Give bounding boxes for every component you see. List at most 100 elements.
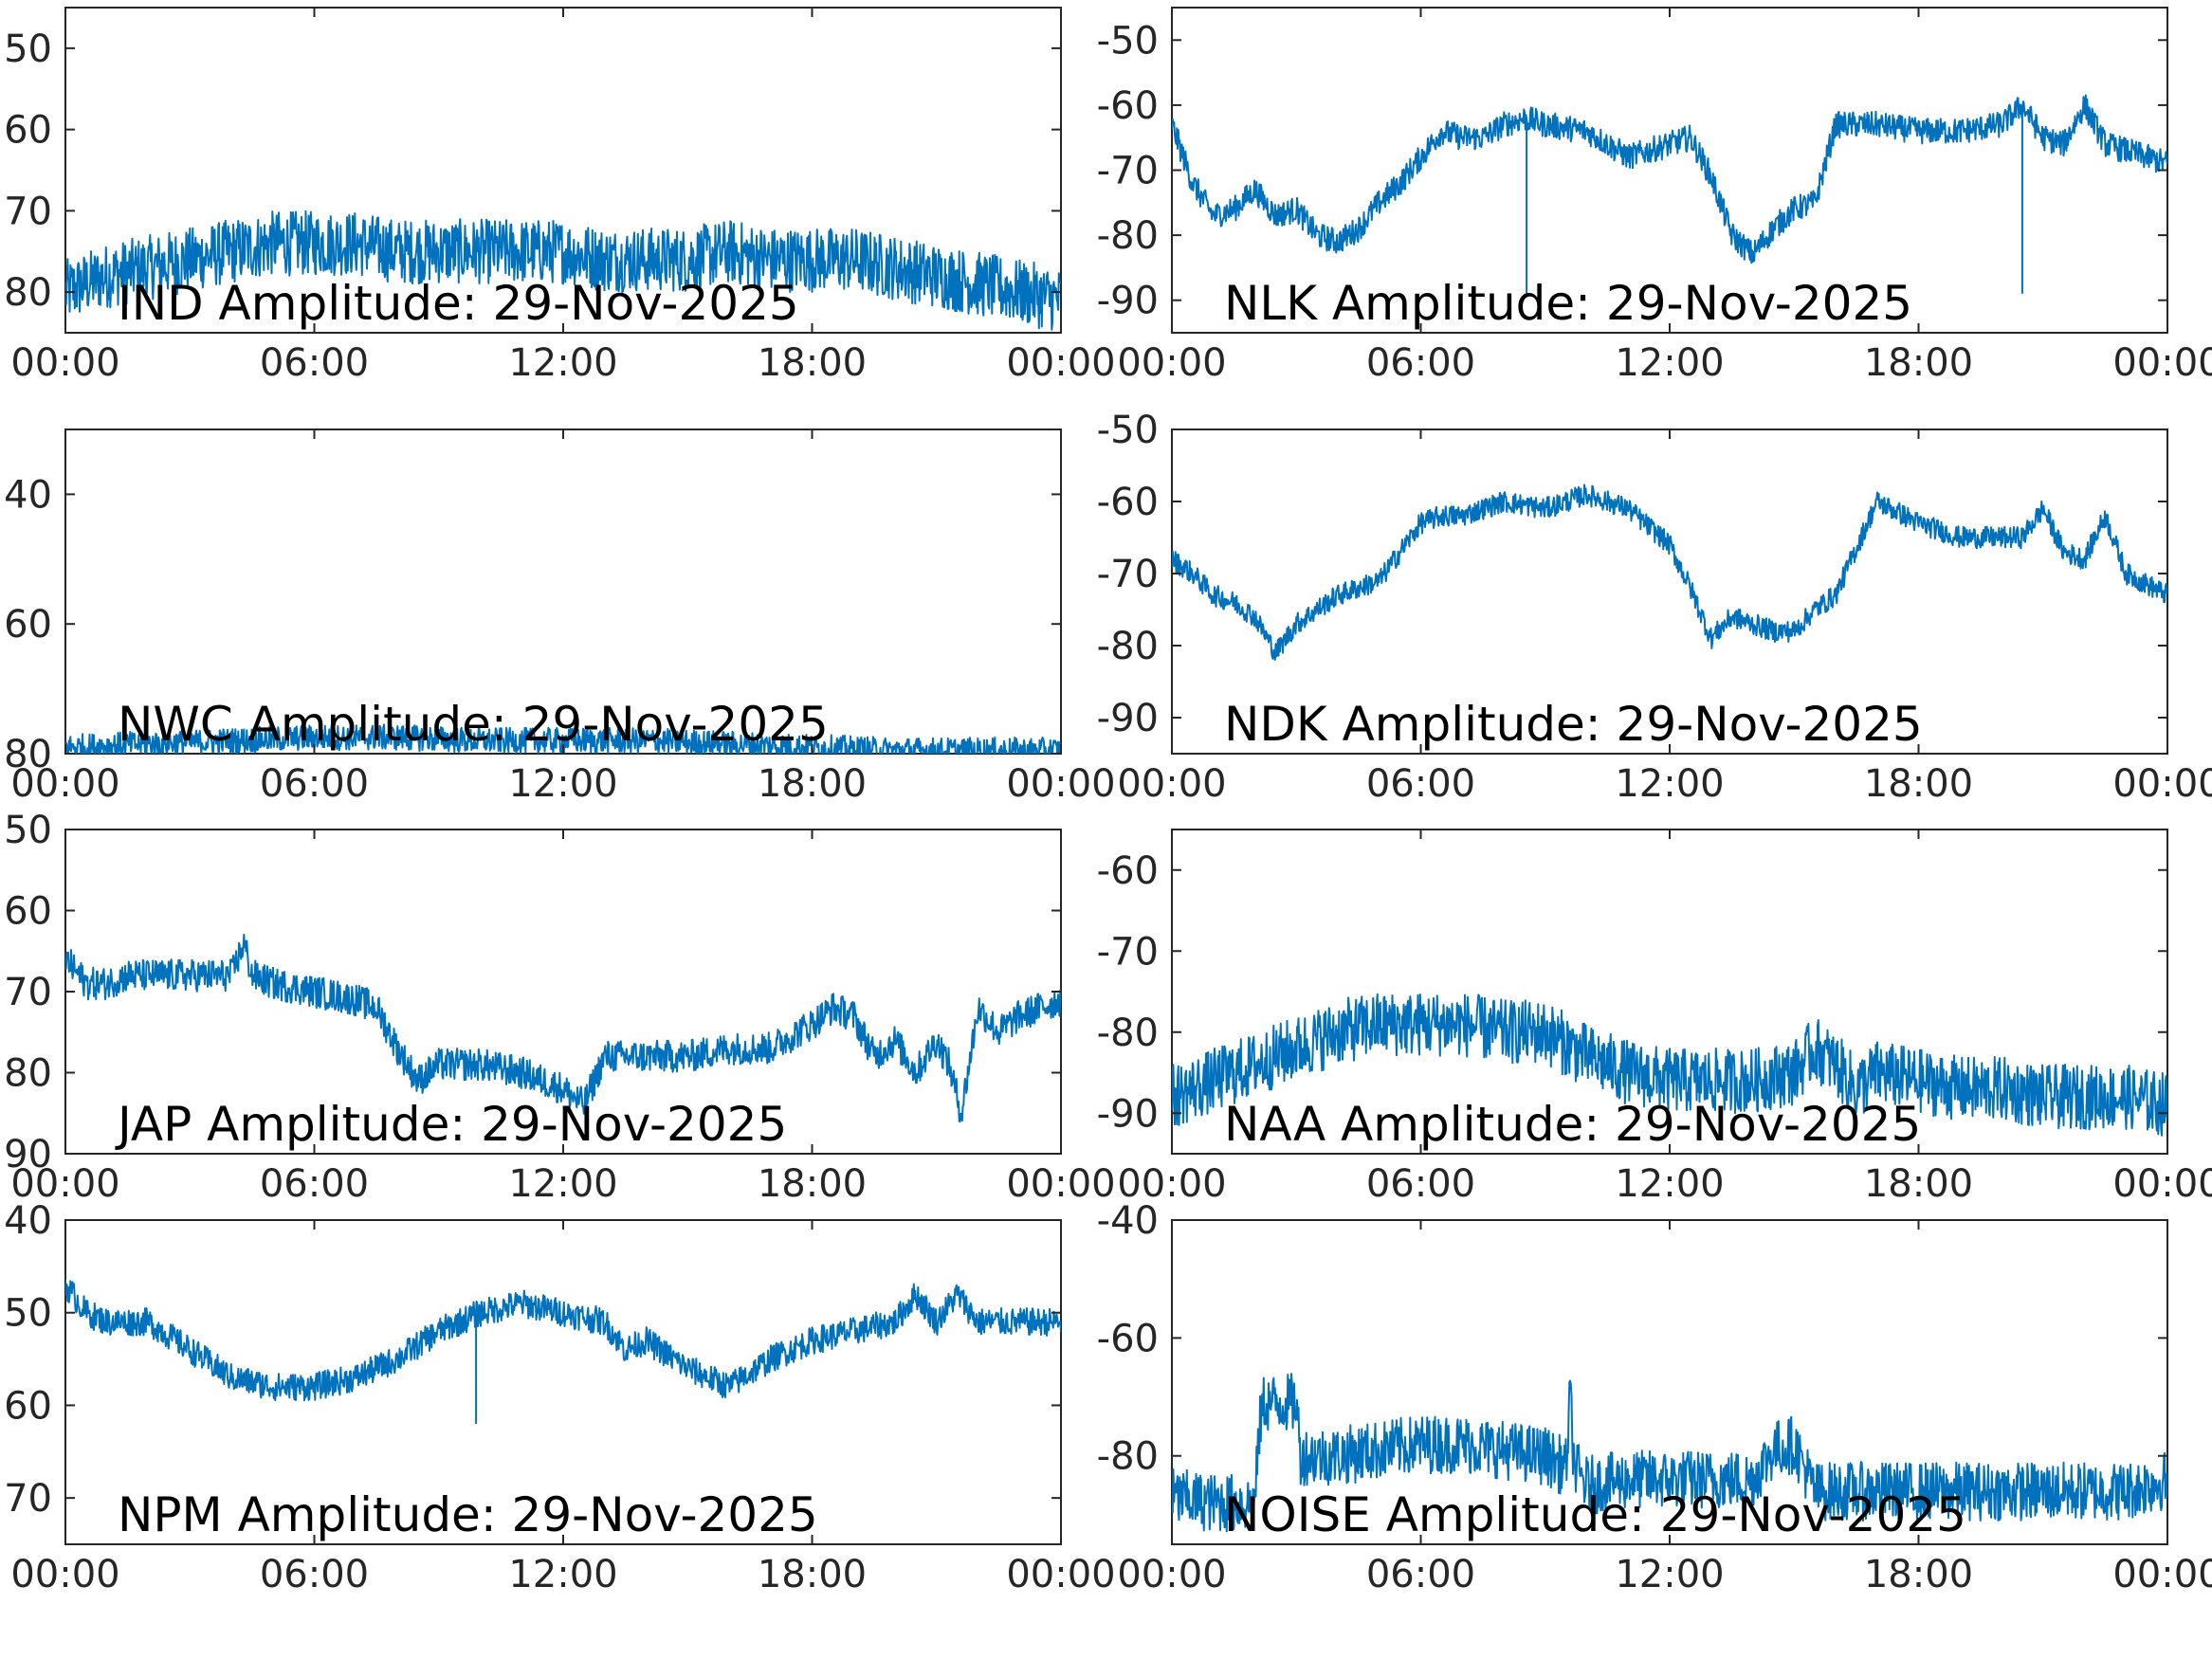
- y-tick-label: -80: [1097, 214, 1159, 258]
- x-tick-label: 00:00: [1117, 762, 1226, 806]
- panel-nlk: 00:00 06:00 12:00 18:00 00:00 -50 -60 -7…: [1097, 7, 2212, 385]
- x-tick-label: 06:00: [1366, 762, 1475, 806]
- y-tick-label: 70: [4, 971, 52, 1014]
- x-tick-label: 00:00: [10, 762, 119, 806]
- y-tick-label: 60: [4, 1384, 52, 1428]
- y-tick-label: 80: [4, 733, 52, 776]
- panel-ind: 00:00 06:00 12:00 18:00 00:00 50 60 70 8…: [4, 7, 1116, 385]
- x-tick-label: 06:00: [260, 341, 369, 385]
- series-line: [65, 1279, 1061, 1424]
- y-tick-label: 70: [4, 190, 52, 233]
- x-tick-label: 00:00: [10, 1553, 119, 1596]
- x-tick-label: 06:00: [260, 1553, 369, 1596]
- x-tick-label: 00:00: [1117, 1553, 1226, 1596]
- x-tick-label: 12:00: [508, 341, 617, 385]
- x-tick-label: 18:00: [758, 1162, 867, 1206]
- panel-ndk: 00:00 06:00 12:00 18:00 00:00 -50 -60 -7…: [1097, 409, 2212, 806]
- panel-title: JAP Amplitude: 29-Nov-2025: [115, 1097, 787, 1152]
- x-tick-label: 00:00: [10, 341, 119, 385]
- series-line: [1172, 94, 2167, 294]
- panel-nwc: 00:00 06:00 12:00 18:00 00:00 40 60 80 N…: [4, 428, 1116, 806]
- y-tick-label: 40: [4, 1199, 52, 1243]
- y-tick-label: 50: [4, 27, 52, 71]
- y-tick-label: -70: [1097, 930, 1159, 974]
- x-tick-label: 18:00: [1864, 341, 1973, 385]
- x-tick-label: 18:00: [1864, 762, 1973, 806]
- ticks: [64, 1219, 1062, 1544]
- x-tick-label: 12:00: [1615, 1162, 1724, 1206]
- x-tick-label: 18:00: [1864, 1162, 1973, 1206]
- x-tick-label: 00:00: [1117, 341, 1226, 385]
- y-tick-label: -90: [1097, 1092, 1159, 1136]
- ticks: [1171, 428, 2168, 754]
- x-tick-label: 00:00: [1006, 1162, 1115, 1206]
- x-tick-label: 12:00: [1615, 762, 1724, 806]
- y-tick-label: 50: [4, 809, 52, 852]
- x-tick-label: 00:00: [2112, 762, 2212, 806]
- x-tick-label: 06:00: [260, 762, 369, 806]
- x-tick-label: 00:00: [1006, 1553, 1115, 1596]
- panel-title: NPM Amplitude: 29-Nov-2025: [118, 1487, 818, 1542]
- x-tick-label: 00:00: [1006, 341, 1115, 385]
- ticks: [64, 829, 1062, 1155]
- y-tick-label: 70: [4, 1477, 52, 1521]
- x-tick-label: 00:00: [2112, 1553, 2212, 1596]
- y-tick-label: -60: [1097, 849, 1159, 893]
- y-tick-label: -60: [1097, 481, 1159, 524]
- y-tick-label: -90: [1097, 280, 1159, 323]
- panel-naa: 00:00 06:00 12:00 18:00 00:00 -60 -70 -8…: [1097, 829, 2212, 1206]
- x-tick-label: 06:00: [1366, 1553, 1475, 1596]
- ticks: [64, 429, 1062, 755]
- y-tick-label: -70: [1097, 553, 1159, 596]
- x-tick-label: 12:00: [508, 1553, 617, 1596]
- ticks: [1171, 830, 2168, 1154]
- x-tick-label: 00:00: [10, 1162, 119, 1206]
- x-tick-label: 06:00: [260, 1162, 369, 1206]
- x-tick-label: 18:00: [758, 1553, 867, 1596]
- y-tick-label: -40: [1097, 1199, 1159, 1243]
- series-line: [65, 210, 1061, 331]
- x-tick-label: 18:00: [758, 341, 867, 385]
- y-tick-label: -70: [1097, 150, 1159, 193]
- y-tick-label: 80: [4, 271, 52, 315]
- ticks: [1171, 8, 2168, 333]
- x-tick-label: 18:00: [1864, 1553, 1973, 1596]
- x-tick-label: 18:00: [758, 762, 867, 806]
- y-tick-label: 60: [4, 890, 52, 934]
- x-tick-label: 12:00: [1615, 1553, 1724, 1596]
- panel-title: NOISE Amplitude: 29-Nov-2025: [1224, 1487, 1966, 1542]
- ticks: [64, 8, 1062, 333]
- y-tick-label: -50: [1097, 409, 1159, 452]
- y-tick-label: 90: [4, 1133, 52, 1176]
- ticks: [1171, 1219, 2168, 1544]
- y-tick-label: -50: [1097, 19, 1159, 63]
- x-tick-label: 12:00: [508, 762, 617, 806]
- x-tick-label: 06:00: [1366, 1162, 1475, 1206]
- panel-title: NWC Amplitude: 29-Nov-2025: [118, 697, 829, 752]
- x-tick-label: 06:00: [1366, 341, 1475, 385]
- series-line: [1172, 1373, 2167, 1533]
- y-tick-label: -60: [1097, 1317, 1159, 1360]
- panel-noise: 00:00 06:00 12:00 18:00 00:00 -40 -60 -8…: [1097, 1199, 2212, 1596]
- panel-title: NLK Amplitude: 29-Nov-2025: [1224, 276, 1912, 331]
- y-tick-label: -80: [1097, 625, 1159, 668]
- series-line: [1172, 483, 2167, 661]
- x-tick-label: 12:00: [508, 1162, 617, 1206]
- y-tick-label: 60: [4, 109, 52, 153]
- panel-jap: 00:00 06:00 12:00 18:00 00:00 50 60 70 8…: [4, 809, 1116, 1206]
- series-line: [1172, 993, 2167, 1137]
- panel-npm: 00:00 06:00 12:00 18:00 00:00 40 50 60 7…: [4, 1199, 1116, 1596]
- y-tick-label: -80: [1097, 1012, 1159, 1055]
- x-tick-label: 12:00: [1615, 341, 1724, 385]
- y-tick-label: 80: [4, 1052, 52, 1096]
- panel-title: NAA Amplitude: 29-Nov-2025: [1224, 1097, 1921, 1152]
- y-tick-label: -60: [1097, 84, 1159, 128]
- x-tick-label: 00:00: [1006, 762, 1115, 806]
- y-tick-label: 60: [4, 603, 52, 647]
- y-tick-label: 40: [4, 473, 52, 517]
- panel-title: NDK Amplitude: 29-Nov-2025: [1224, 697, 1923, 752]
- x-tick-label: 00:00: [1117, 1162, 1226, 1206]
- y-tick-label: -90: [1097, 697, 1159, 740]
- x-tick-label: 00:00: [2112, 341, 2212, 385]
